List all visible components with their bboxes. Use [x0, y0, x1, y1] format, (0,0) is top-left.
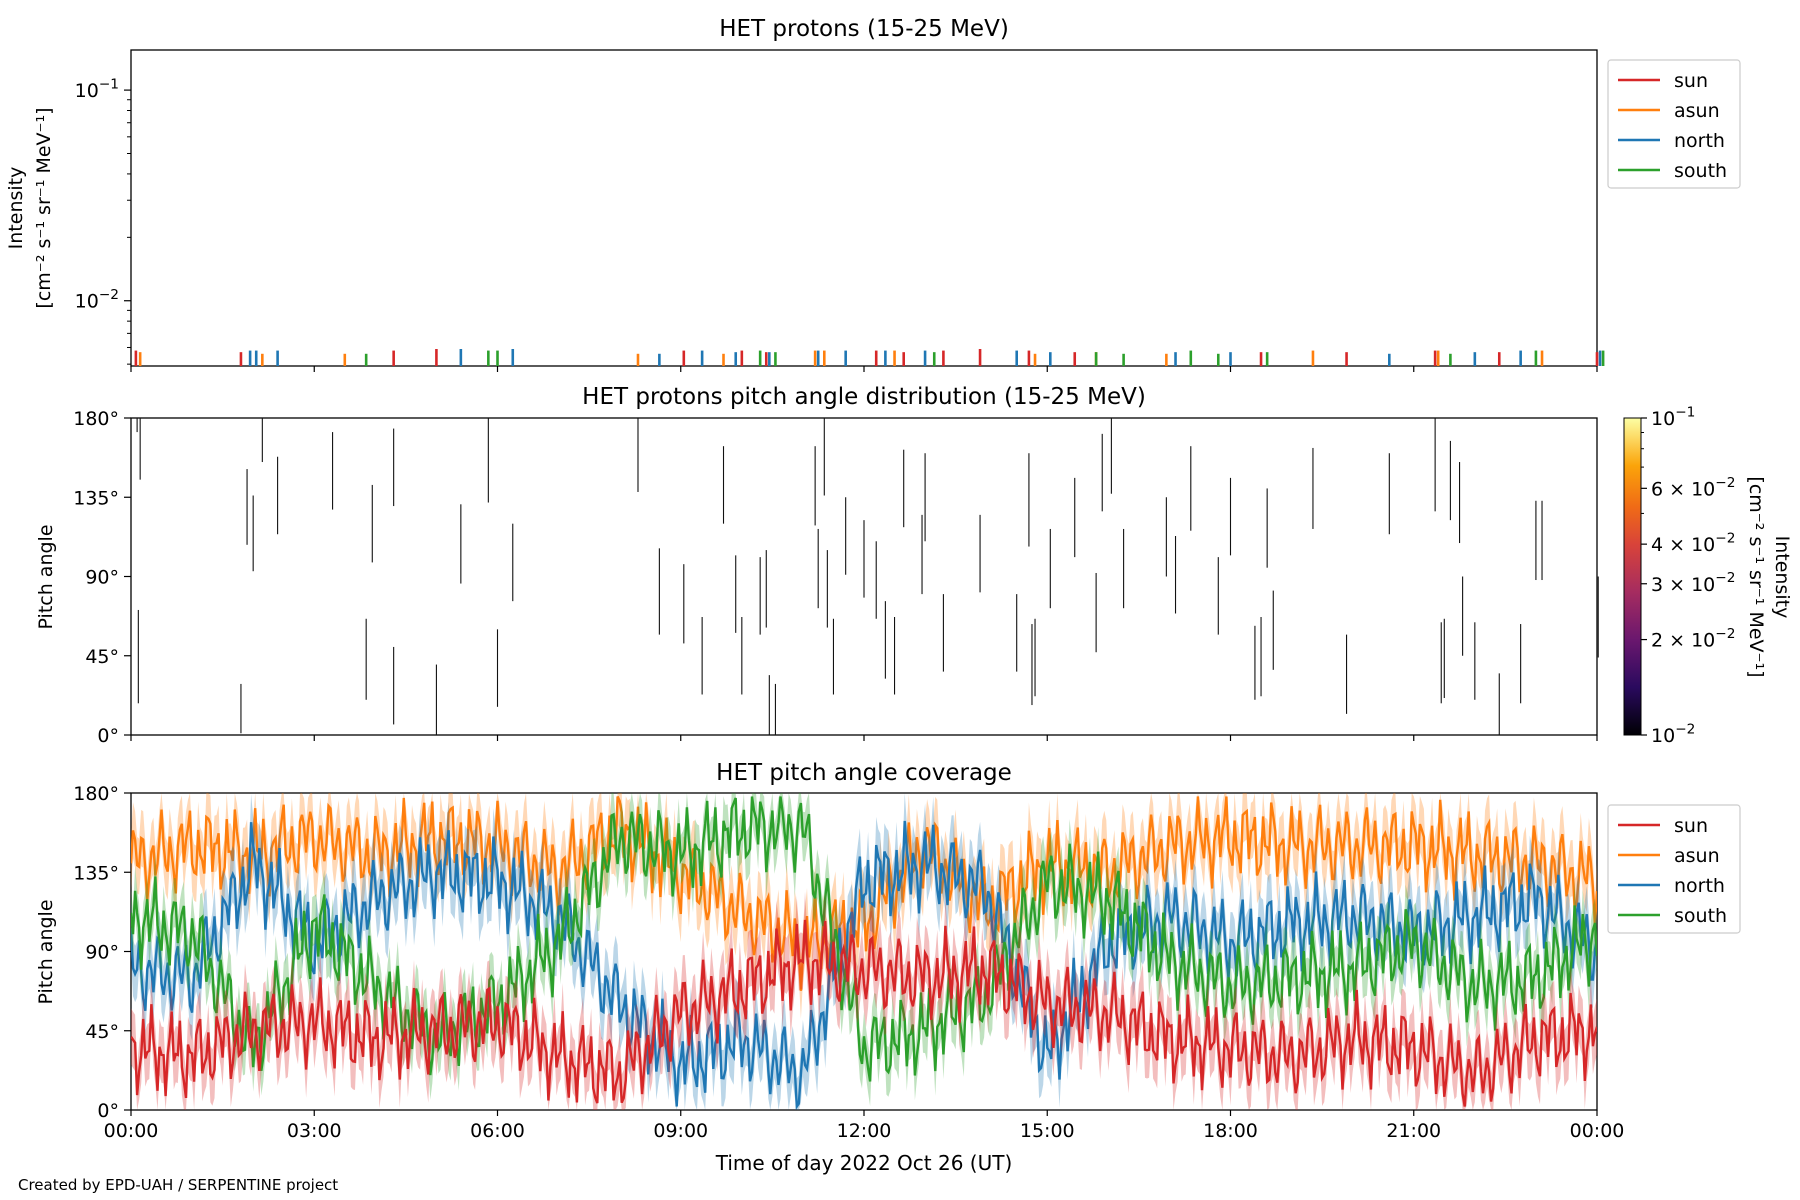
panel1-ytick-label: 10−2 — [75, 287, 119, 313]
panel3-legend — [1607, 804, 1741, 934]
panel1-ytick-label: 10−1 — [75, 77, 119, 103]
panel1-ylabel: Intensity — [5, 167, 27, 250]
panel2-ytick-label: 180° — [73, 408, 119, 430]
panel3-ytick-label: 0° — [97, 1100, 119, 1122]
panel3-legend-label-south: south — [1674, 905, 1727, 927]
panel3-line-sun — [131, 919, 1597, 1107]
panel3-ylabel: Pitch angle — [35, 899, 57, 1004]
panel3-legend-label-north: north — [1674, 875, 1725, 897]
panel1-legend-label-asun: asun — [1674, 100, 1720, 122]
panel3-xtick-label: 00:00 — [1570, 1120, 1625, 1142]
panel3-ytick-label: 135° — [73, 862, 119, 884]
panel3-ytick-label: 45° — [85, 1021, 119, 1043]
colorbar-tick-label: 4 × 10−2 — [1651, 531, 1735, 557]
panel3-xtick-label: 09:00 — [653, 1120, 708, 1142]
panel3-xlabel: Time of day 2022 Oct 26 (UT) — [715, 1151, 1013, 1175]
panel3-line-north — [131, 820, 1597, 1110]
footer-credit: Created by EPD-UAH / SERPENTINE project — [18, 1176, 339, 1194]
panel3-xtick-label: 06:00 — [470, 1120, 525, 1142]
panel1-legend — [1607, 59, 1741, 189]
panel3-legend-label-asun: asun — [1674, 845, 1720, 867]
panel1-legend-label-south: south — [1674, 160, 1727, 182]
panel2-ytick-label: 0° — [97, 725, 119, 747]
panel3-title: HET pitch angle coverage — [716, 760, 1012, 786]
colorbar-tick-label: 10−1 — [1651, 404, 1695, 430]
panel3-legend-label-sun: sun — [1674, 815, 1708, 837]
panel3-xtick-label: 18:00 — [1203, 1120, 1258, 1142]
panel1-ylabel-units: [cm⁻² s⁻¹ sr⁻¹ MeV⁻¹] — [33, 107, 55, 308]
panel3-ytick-label: 90° — [85, 942, 119, 964]
colorbar-tick-label: 6 × 10−2 — [1651, 475, 1735, 501]
colorbar — [1623, 417, 1642, 736]
panel1-axes — [130, 49, 1598, 367]
panel3-xtick-label: 21:00 — [1386, 1120, 1441, 1142]
colorbar-label: Intensity — [1771, 536, 1793, 619]
panel3-plot-area — [131, 793, 1597, 1110]
panel2-ylabel: Pitch angle — [35, 524, 57, 629]
panel3-xtick-label: 00:00 — [104, 1120, 159, 1142]
panel3-xtick-label: 03:00 — [287, 1120, 342, 1142]
colorbar-tick-label: 2 × 10−2 — [1651, 626, 1735, 652]
panel3-xtick-label: 15:00 — [1020, 1120, 1075, 1142]
colorbar-label-units: [cm⁻² s⁻¹ sr⁻¹ MeV⁻¹] — [1745, 476, 1767, 677]
panel3-band-south — [131, 793, 1597, 1107]
panel1-title: HET protons (15-25 MeV) — [719, 16, 1009, 42]
panel2-title: HET protons pitch angle distribution (15… — [582, 384, 1146, 410]
colorbar-tick-label: 3 × 10−2 — [1651, 570, 1735, 596]
panel2-ytick-label: 45° — [85, 646, 119, 668]
panel2-ytick-label: 135° — [73, 487, 119, 509]
panel3-xtick-label: 12:00 — [837, 1120, 892, 1142]
panel3-ytick-label: 180° — [73, 783, 119, 805]
panel3-line-south — [131, 796, 1597, 1082]
colorbar-tick-label: 10−2 — [1651, 721, 1695, 747]
panel2-ytick-label: 90° — [85, 567, 119, 589]
panel1-legend-label-north: north — [1674, 130, 1725, 152]
panel1-legend-label-sun: sun — [1674, 70, 1708, 92]
